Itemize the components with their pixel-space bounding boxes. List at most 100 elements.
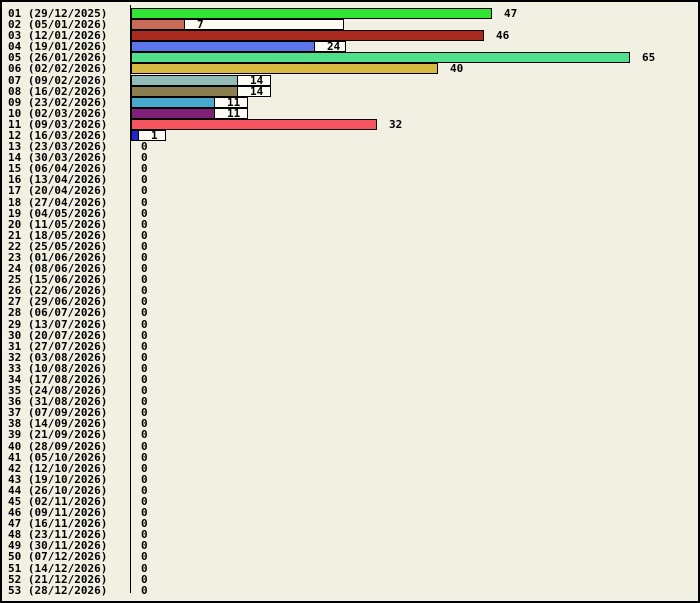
- week-label: 05 (26/01/2026): [8, 51, 108, 64]
- value-label: 0: [141, 539, 148, 552]
- bar: [131, 30, 484, 41]
- week-label: 48 (23/11/2026): [8, 528, 108, 541]
- bar: [131, 86, 238, 97]
- value-label: 0: [141, 550, 148, 563]
- week-label: 46 (09/11/2026): [8, 506, 108, 519]
- value-label: 0: [141, 162, 148, 175]
- week-label: 08 (16/02/2026): [8, 85, 108, 98]
- value-label-box: [184, 19, 344, 30]
- week-label: 15 (06/04/2026): [8, 162, 108, 175]
- value-label: 0: [141, 562, 148, 575]
- bar: [131, 75, 238, 86]
- week-label: 41 (05/10/2026): [8, 451, 108, 464]
- value-label: 0: [141, 517, 148, 530]
- value-label: 0: [141, 140, 148, 153]
- bar: [131, 8, 492, 19]
- bar: [131, 19, 185, 30]
- value-label: 0: [141, 417, 148, 430]
- value-label: 1: [151, 129, 158, 142]
- week-label: 20 (11/05/2026): [8, 218, 108, 231]
- value-label-box: [237, 86, 271, 97]
- week-label: 36 (31/08/2026): [8, 395, 108, 408]
- value-label: 0: [141, 473, 148, 486]
- week-label: 33 (10/08/2026): [8, 362, 108, 375]
- value-label: 0: [141, 428, 148, 441]
- week-label: 03 (12/01/2026): [8, 29, 108, 42]
- week-label: 52 (21/12/2026): [8, 573, 108, 586]
- value-label: 0: [141, 218, 148, 231]
- value-label: 0: [141, 462, 148, 475]
- value-label: 0: [141, 284, 148, 297]
- value-label: 0: [141, 406, 148, 419]
- week-label: 24 (08/06/2026): [8, 262, 108, 275]
- value-label: 0: [141, 506, 148, 519]
- value-label: 0: [141, 207, 148, 220]
- value-label: 0: [141, 573, 148, 586]
- week-label: 49 (30/11/2026): [8, 539, 108, 552]
- week-label: 07 (09/02/2026): [8, 74, 108, 87]
- week-label: 21 (18/05/2026): [8, 229, 108, 242]
- value-label: 14: [250, 85, 264, 98]
- week-label: 18 (27/04/2026): [8, 196, 108, 209]
- value-label: 46: [496, 29, 510, 42]
- bar: [131, 63, 438, 74]
- week-label: 35 (24/08/2026): [8, 384, 108, 397]
- week-label: 38 (14/09/2026): [8, 417, 108, 430]
- bar: [131, 52, 630, 63]
- value-label: 0: [141, 251, 148, 264]
- value-label: 0: [141, 318, 148, 331]
- bar: [131, 97, 215, 108]
- value-label: 0: [141, 495, 148, 508]
- week-label: 26 (22/06/2026): [8, 284, 108, 297]
- value-label-box: [138, 130, 166, 141]
- value-label-box: [314, 41, 346, 52]
- bar: [131, 108, 215, 119]
- value-label-box: [214, 97, 248, 108]
- week-label: 32 (03/08/2026): [8, 351, 108, 364]
- week-label: 09 (23/02/2026): [8, 96, 108, 109]
- value-label: 0: [141, 173, 148, 186]
- week-label: 50 (07/12/2026): [8, 550, 108, 563]
- week-label: 06 (02/02/2026): [8, 62, 108, 75]
- value-label: 0: [141, 384, 148, 397]
- value-label: 0: [141, 240, 148, 253]
- value-label: 0: [141, 306, 148, 319]
- value-label: 7: [197, 18, 204, 31]
- week-label: 19 (04/05/2026): [8, 207, 108, 220]
- value-label: 0: [141, 373, 148, 386]
- value-label: 0: [141, 262, 148, 275]
- value-label: 0: [141, 229, 148, 242]
- week-label: 10 (02/03/2026): [8, 107, 108, 120]
- value-label: 0: [141, 484, 148, 497]
- week-label: 30 (20/07/2026): [8, 329, 108, 342]
- week-label: 14 (30/03/2026): [8, 151, 108, 164]
- week-label: 01 (29/12/2025): [8, 7, 108, 20]
- value-label: 47: [504, 7, 518, 20]
- week-label: 39 (21/09/2026): [8, 428, 108, 441]
- y-axis-line: [130, 5, 131, 593]
- value-label: 32: [389, 118, 403, 131]
- value-label: 0: [141, 273, 148, 286]
- value-label: 0: [141, 395, 148, 408]
- week-label: 12 (16/03/2026): [8, 129, 108, 142]
- week-label: 16 (13/04/2026): [8, 173, 108, 186]
- value-label: 11: [227, 96, 241, 109]
- value-label: 65: [642, 51, 656, 64]
- week-label: 53 (28/12/2026): [8, 584, 108, 597]
- week-label: 45 (02/11/2026): [8, 495, 108, 508]
- week-label: 29 (13/07/2026): [8, 318, 108, 331]
- week-label: 31 (27/07/2026): [8, 340, 108, 353]
- value-label: 0: [141, 351, 148, 364]
- week-label: 27 (29/06/2026): [8, 295, 108, 308]
- week-label: 11 (09/03/2026): [8, 118, 108, 131]
- week-label: 40 (28/09/2026): [8, 440, 108, 453]
- value-label-box: [237, 75, 271, 86]
- value-label-box: [214, 108, 248, 119]
- value-label: 0: [141, 184, 148, 197]
- value-label: 40: [450, 62, 464, 75]
- week-label: 44 (26/10/2026): [8, 484, 108, 497]
- value-label: 0: [141, 329, 148, 342]
- value-label: 24: [327, 40, 341, 53]
- week-label: 42 (12/10/2026): [8, 462, 108, 475]
- bar: [131, 119, 377, 130]
